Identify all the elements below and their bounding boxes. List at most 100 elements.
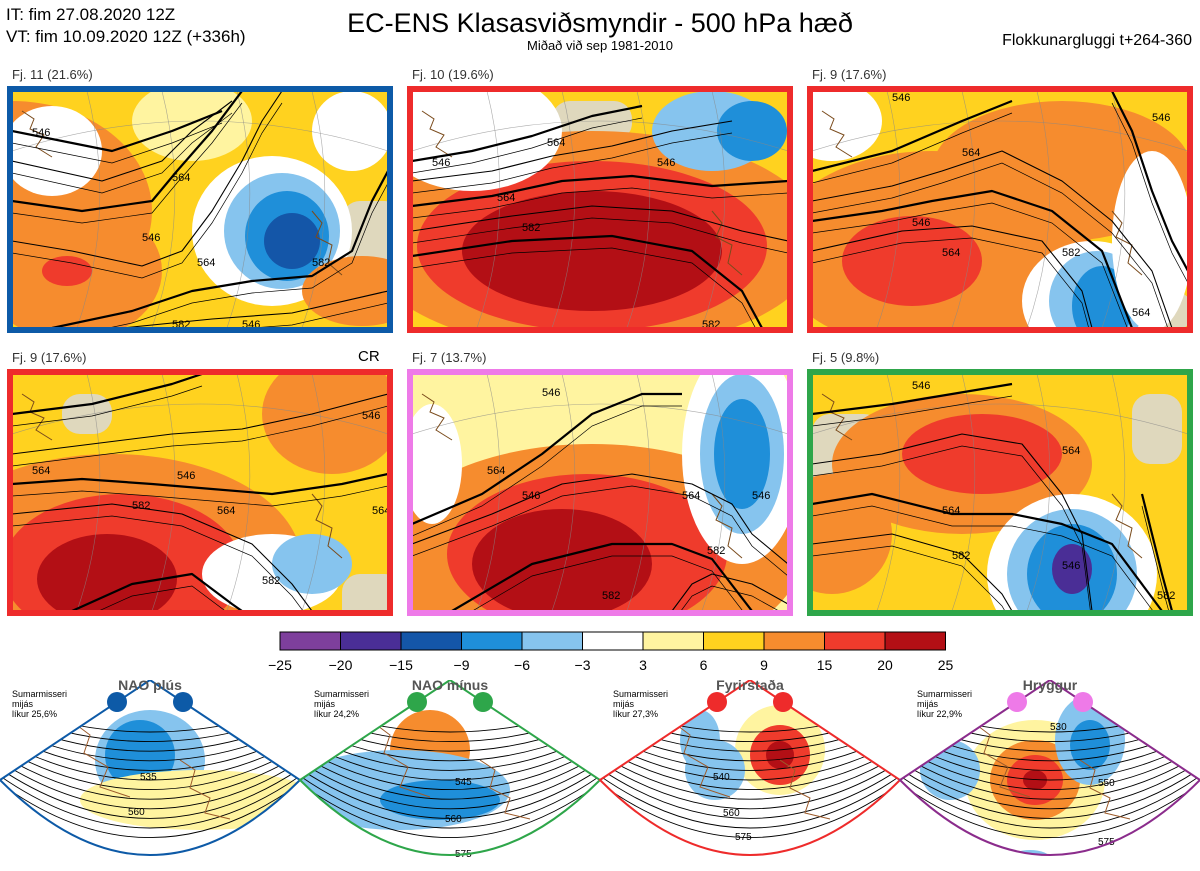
- meridian-line: [301, 91, 326, 328]
- regime-anomaly: [380, 780, 500, 820]
- meridian-line: [551, 374, 576, 611]
- colorbar-swatch: [340, 631, 402, 651]
- parallel-line: [12, 120, 388, 152]
- height-contour: [12, 109, 223, 153]
- colorbar-tick-label: −25: [268, 657, 292, 673]
- contour-label: 564: [942, 247, 960, 259]
- contour-label: 546: [177, 470, 195, 482]
- meridian-line: [951, 374, 976, 611]
- coastline: [821, 393, 853, 441]
- height-contour: [12, 503, 313, 611]
- cluster-map-5[interactable]: 546 564 546 564 582 546 582: [407, 369, 793, 616]
- panel-5-label: Fj. 7 (13.7%): [412, 350, 487, 365]
- anomaly-shading: [812, 474, 892, 594]
- contour-label: 546: [242, 319, 260, 328]
- regime-contour: [300, 761, 600, 810]
- regime-1-note-line: Sumarmisseri: [12, 689, 68, 699]
- regime-2-note-line: líkur 24,2%: [314, 709, 360, 719]
- regime-coastline: [69, 719, 131, 798]
- height-contour-minor: [12, 405, 388, 467]
- cluster-window: Flokkunargluggi t+264-360: [1002, 32, 1192, 49]
- contour-label: 546: [522, 490, 540, 502]
- meridian-line: [701, 374, 726, 611]
- regime-anomaly: [1010, 850, 1050, 855]
- height-contour-minor: [812, 545, 1006, 611]
- meridian-line: [301, 374, 326, 611]
- contour-label: 582: [1157, 590, 1175, 602]
- regime-coastline: [1079, 759, 1131, 820]
- contour-label: 564: [172, 172, 190, 184]
- height-contour: [12, 100, 233, 182]
- colorbar-tick-label: 15: [817, 657, 833, 673]
- height-contour-minor: [12, 112, 233, 194]
- colorbar-swatch: [461, 631, 523, 651]
- regime-dot: [707, 692, 727, 712]
- anomaly-shading: [12, 106, 102, 196]
- height-contour-minor: [812, 112, 1013, 184]
- height-contour-minor: [412, 405, 682, 537]
- height-contour: [12, 472, 388, 496]
- meridian-line: [626, 91, 651, 328]
- colorbar-swatch: [279, 631, 341, 651]
- regime-contour: [0, 782, 300, 838]
- contour-label: 564: [547, 137, 565, 149]
- regime-contour-label: 560: [445, 814, 462, 825]
- anomaly-field: 546 564 546 564 582 582: [412, 91, 788, 328]
- parallel-line: [412, 120, 788, 152]
- coastline: [711, 210, 743, 276]
- height-contour-minor: [412, 217, 788, 254]
- regime-contour: [300, 739, 600, 781]
- regime-contour-label: 550: [1098, 778, 1115, 789]
- regime-coastline: [669, 719, 731, 798]
- land-mask: [62, 394, 112, 434]
- meridian-line: [226, 91, 251, 328]
- colorbar-tick-label: −20: [329, 657, 353, 673]
- height-contour: [412, 174, 788, 208]
- contour-label: 546: [657, 157, 675, 169]
- run-info: IT: fim 27.08.2020 12Z VT: fim 10.09.202…: [6, 4, 246, 48]
- height-contour: [812, 150, 1173, 328]
- colorbar-swatch: [763, 631, 825, 651]
- regime-contour: [900, 775, 1200, 829]
- cluster-map-1[interactable]: 546 564 546 564 582 582 546: [7, 86, 393, 333]
- contour-label: 582: [132, 500, 150, 512]
- cluster-map-3[interactable]: 546 564 546 564 582 564 546: [807, 86, 1193, 333]
- regime-dot: [1007, 692, 1027, 712]
- cluster-map-2[interactable]: 546 564 546 564 582 582: [407, 86, 793, 333]
- height-contour: [51, 170, 388, 328]
- contour-label: 582: [1062, 247, 1080, 259]
- height-contour: [812, 433, 1093, 611]
- regime-contour-label: 535: [140, 772, 157, 783]
- anomaly-shading: [717, 101, 787, 161]
- contour-label: 564: [217, 505, 235, 517]
- height-contour-minor: [412, 132, 733, 194]
- panel-2-label: Fj. 10 (19.6%): [412, 67, 494, 82]
- contour-label: 582: [522, 222, 540, 234]
- height-contour-minor: [812, 237, 1090, 328]
- height-contour-minor: [471, 555, 744, 611]
- anomaly-shading: [37, 534, 177, 611]
- height-contour-minor: [812, 395, 1013, 427]
- regime-contour-label: 545: [455, 777, 472, 788]
- anomaly-field: 546 564 546 564 582 546 582: [412, 374, 788, 611]
- regime-contour-label: 560: [723, 808, 740, 819]
- meridian-line: [1101, 374, 1126, 611]
- height-contour: [412, 234, 763, 328]
- meridian-line: [1101, 91, 1126, 328]
- contour-label: 564: [1062, 445, 1080, 457]
- regime-4-note: Sumarmisseri mijás líkur 22,9%: [917, 689, 972, 719]
- colorbar-tick-label: 20: [877, 657, 893, 673]
- height-contour-minor: [812, 505, 1154, 611]
- cluster-map-6[interactable]: 546 564 564 582 546 582: [807, 369, 1193, 616]
- regime-contour: [0, 761, 300, 810]
- cluster-map-4[interactable]: 564 546 564 582 546 564 582: [7, 369, 393, 616]
- regime-coastline: [969, 719, 1031, 798]
- anomaly-field: 546 564 546 564 582 564 546: [812, 91, 1188, 328]
- colorbar: −25 −20 −15 −9 −6 −3 3 6 9 15 20 25: [268, 631, 953, 673]
- height-contour: [812, 225, 1093, 328]
- height-contour: [412, 473, 788, 565]
- panel-6-label: Fj. 5 (9.8%): [812, 350, 880, 365]
- meridian-line: [476, 374, 501, 611]
- regime-contour: [600, 746, 900, 790]
- colorbar-tick-label: −6: [514, 657, 530, 673]
